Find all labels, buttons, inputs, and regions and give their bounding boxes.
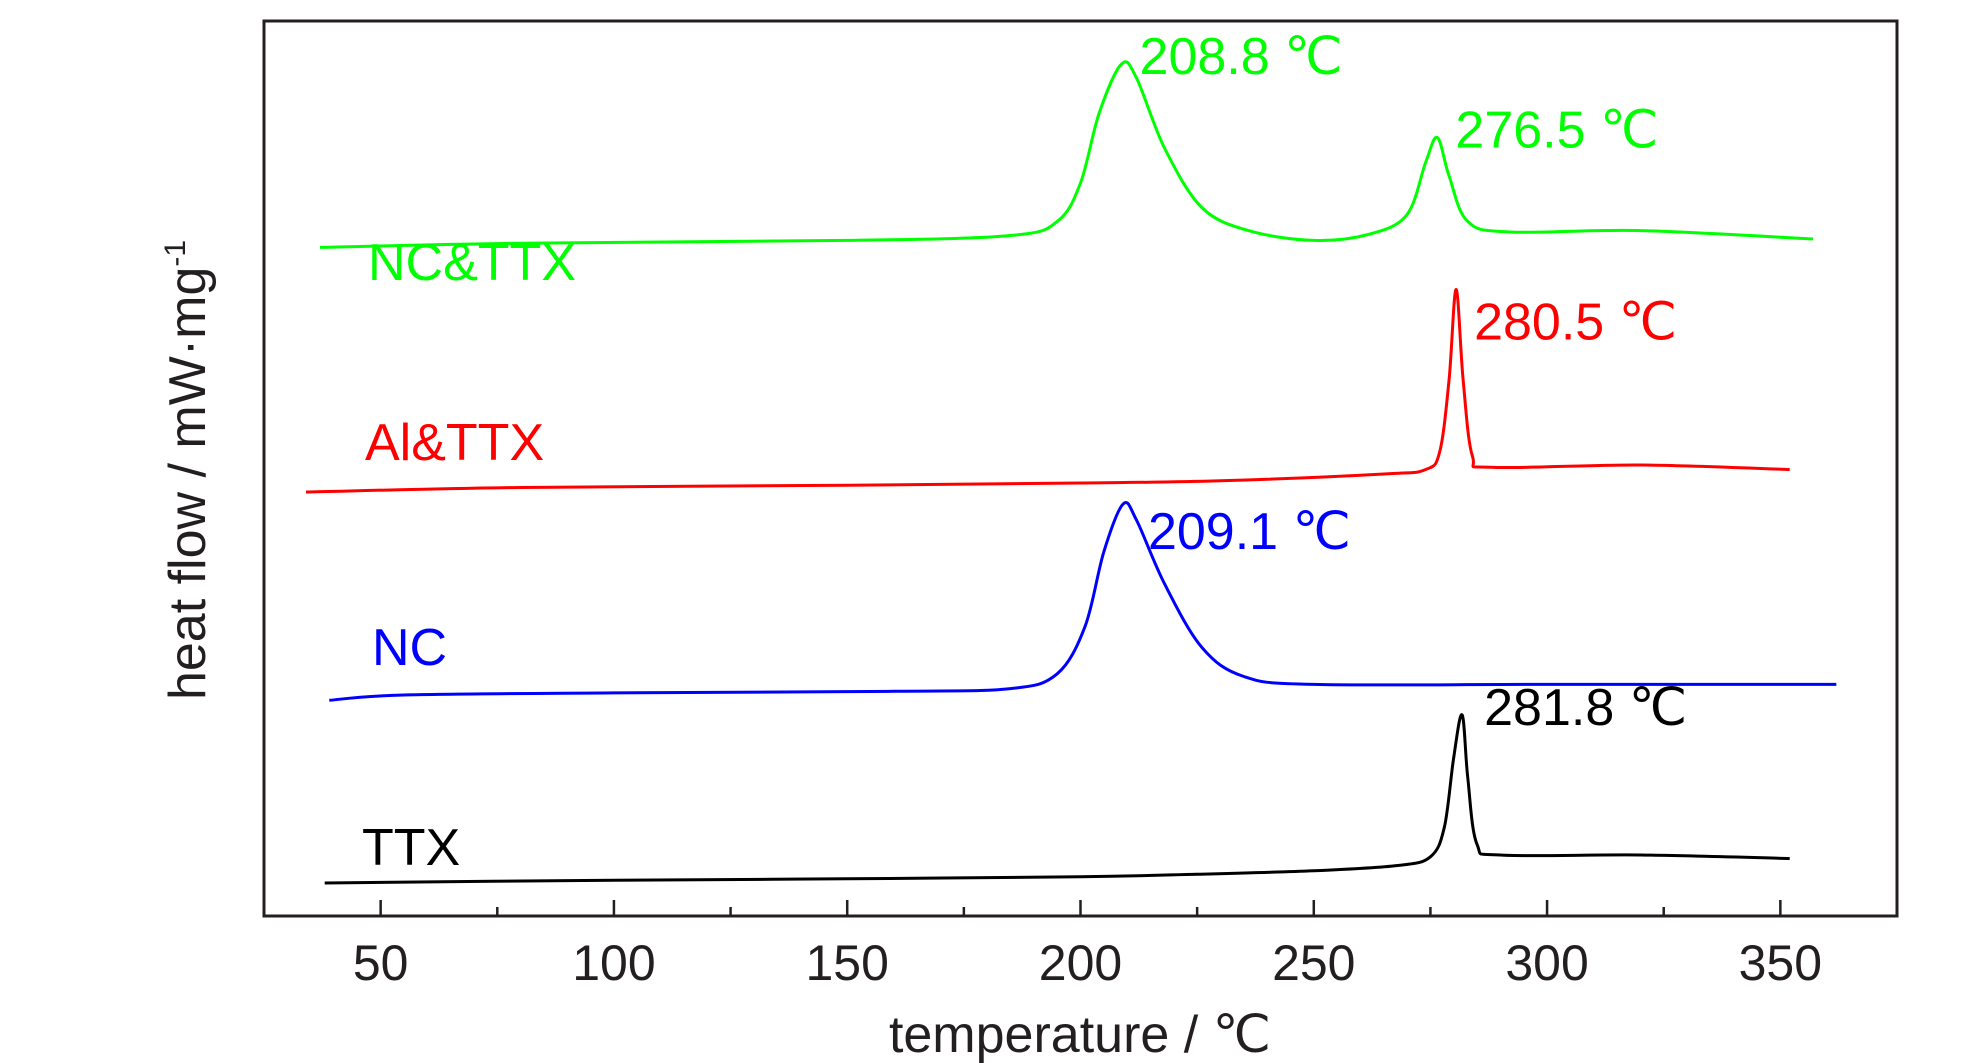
- peak-label: 208.8 ℃: [1140, 28, 1343, 86]
- x-tick-label: 150: [805, 935, 888, 991]
- y-axis-title: heat flow / mW·mg-1: [159, 240, 217, 700]
- peak-label: 209.1 ℃: [1148, 503, 1351, 561]
- series-label-nc: NC: [372, 619, 447, 677]
- x-axis-ticks: [379, 900, 1782, 916]
- x-tick-label: 100: [572, 935, 655, 991]
- series-label-ttx: TTX: [362, 819, 460, 877]
- x-tick-label: 300: [1505, 935, 1588, 991]
- series-label-al-ttx: Al&TTX: [365, 414, 544, 472]
- peak-labels: 208.8 ℃ 276.5 ℃ 280.5 ℃ 209.1 ℃ 281.8 ℃: [1140, 28, 1688, 737]
- peak-label: 281.8 ℃: [1484, 679, 1687, 737]
- y-axis-title-superscript: -1: [159, 240, 192, 267]
- series-line-nc-ttx: [319, 60, 1814, 249]
- series-line-al-ttx: [305, 288, 1790, 494]
- peak-label: 276.5 ℃: [1455, 102, 1658, 160]
- x-tick-label: 50: [353, 935, 409, 991]
- series-labels: NC&TTX Al&TTX NC TTX: [362, 234, 576, 877]
- x-tick-label: 250: [1272, 935, 1355, 991]
- x-tick-label: 350: [1739, 935, 1822, 991]
- x-tick-label: 200: [1039, 935, 1122, 991]
- y-axis-title-main: heat flow / mW·mg: [159, 267, 217, 700]
- series-lines: [305, 60, 1837, 885]
- series-line-nc: [329, 501, 1837, 702]
- x-axis-tick-labels: 50 100 150 200 250 300 350: [353, 935, 1822, 991]
- series-line-ttx: [324, 713, 1790, 885]
- x-axis-title: temperature / ℃: [889, 1006, 1271, 1063]
- peak-label: 280.5 ℃: [1474, 294, 1677, 352]
- series-label-nc-ttx: NC&TTX: [368, 234, 576, 292]
